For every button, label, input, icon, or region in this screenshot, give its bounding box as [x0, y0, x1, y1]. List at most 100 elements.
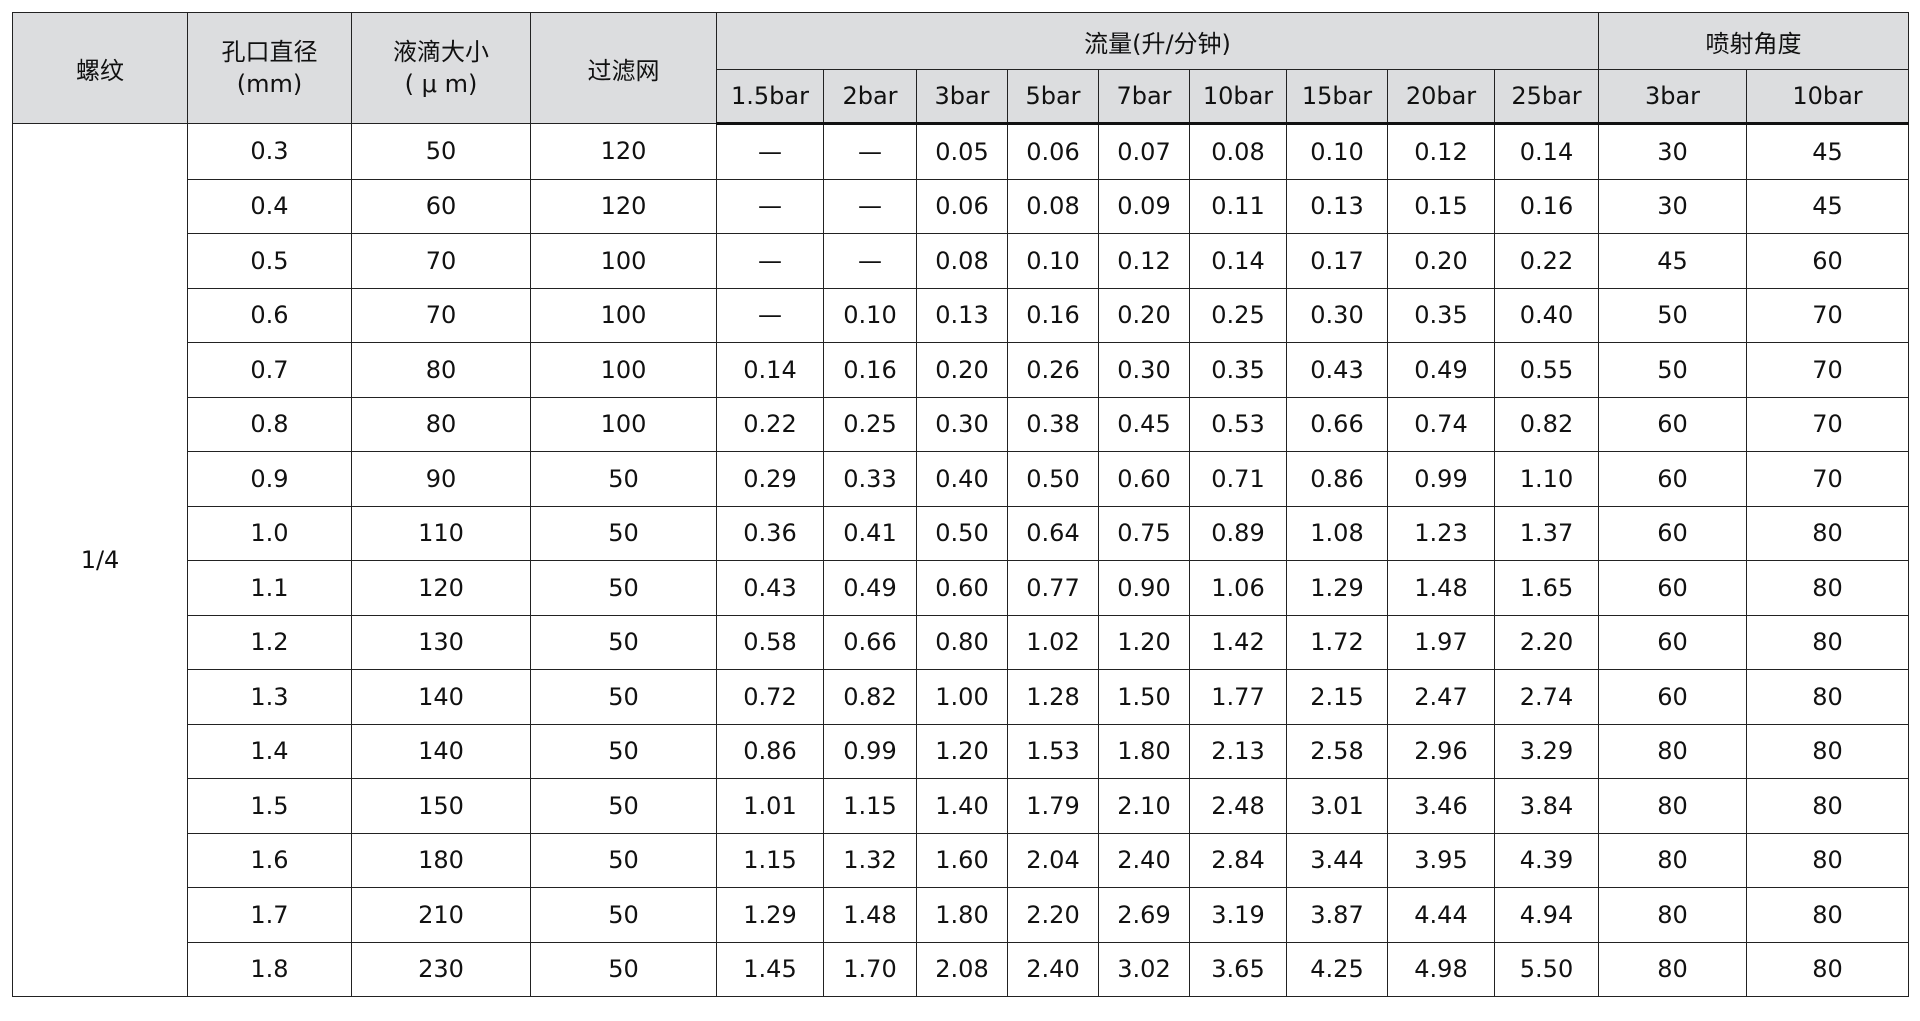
- table-cell: 1.45: [716, 941, 824, 997]
- table-cell: 3.01: [1286, 778, 1388, 834]
- table-cell: 0.20: [1387, 233, 1495, 289]
- table-cell: 80: [1598, 832, 1748, 888]
- table-cell: 0.89: [1189, 505, 1287, 561]
- table-cell: 5.50: [1493, 941, 1600, 997]
- header-flow-pressure: 3bar: [916, 69, 1008, 125]
- table-cell: 60: [1598, 505, 1748, 561]
- header-flow-pressure: 25bar: [1493, 69, 1600, 125]
- table-cell: 1.7: [187, 887, 352, 943]
- table-cell: 2.48: [1189, 778, 1287, 834]
- table-cell: 3.19: [1189, 887, 1287, 943]
- table-cell: 0.29: [716, 451, 824, 507]
- table-cell: 0.53: [1189, 396, 1287, 452]
- table-row: 1.7 210 50 1.29 1.48 1.80 2.20 2.69 3.19 3.87 4.44…: [13, 887, 1910, 943]
- table-cell: 1.01: [716, 778, 824, 834]
- table-cell: 0.3: [187, 123, 352, 180]
- table-cell: 0.12: [1098, 233, 1190, 289]
- table-cell: 130: [351, 614, 531, 670]
- table-cell: 30: [1598, 123, 1748, 180]
- table-cell: 0.10: [1007, 233, 1099, 289]
- table-cell: 80: [1598, 887, 1748, 943]
- table-cell: 0.15: [1387, 178, 1495, 234]
- table-cell: 0.41: [823, 505, 917, 561]
- table-cell: 0.16: [823, 342, 917, 398]
- table-cell: 0.43: [716, 560, 824, 616]
- table-cell: 2.04: [1007, 832, 1099, 888]
- table-cell: 80: [1598, 778, 1748, 834]
- table-row: 1.5 150 50 1.01 1.15 1.40 1.79 2.10 2.48 3.01 3.46…: [13, 778, 1910, 834]
- table-cell: 1.02: [1007, 614, 1099, 670]
- table-cell: 2.84: [1189, 832, 1287, 888]
- table-cell: 90: [351, 451, 531, 507]
- table-cell: 0.05: [916, 123, 1008, 180]
- table-row: 0.4 60 120— —0.06 0.08 0.09 0.11 0.13 0.15 0.16 30…: [13, 178, 1910, 234]
- table-cell: 4.44: [1387, 887, 1495, 943]
- table-cell: 3.87: [1286, 887, 1388, 943]
- table-cell: 1.5: [187, 778, 352, 834]
- table-row: 1.2 130 50 0.58 0.66 0.80 1.02 1.20 1.42 1.72 1.97…: [13, 614, 1910, 670]
- table-row: 1/4 0.3 50 120— —0.05 0.06 0.07 0.08 0.10 0.12 0.1…: [12, 123, 1910, 997]
- table-cell: 0.60: [1098, 451, 1190, 507]
- table-cell: 1.23: [1387, 505, 1495, 561]
- table-cell: 1.29: [716, 887, 824, 943]
- table-cell: 1.53: [1007, 723, 1099, 779]
- table-cell: 50: [1598, 342, 1748, 398]
- table-cell: 4.39: [1493, 832, 1600, 888]
- table-cell: 0.25: [1189, 287, 1287, 343]
- table-row: 0.8 80 100 0.22 0.25 0.30 0.38 0.45 0.53 0.66 0.74…: [13, 396, 1910, 452]
- table-cell: 70: [1746, 342, 1910, 398]
- table-cell: 1.29: [1286, 560, 1388, 616]
- table-cell: 1.60: [916, 832, 1008, 888]
- table-cell: 0.5: [187, 233, 352, 289]
- table-cell: 2.13: [1189, 723, 1287, 779]
- table-cell: 2.15: [1286, 669, 1388, 725]
- table-cell: 0.08: [916, 233, 1008, 289]
- table-cell: 1.77: [1189, 669, 1287, 725]
- header-angle: 喷射角度: [1598, 12, 1910, 70]
- table-cell: 0.11: [1189, 178, 1287, 234]
- table-cell: 180: [351, 832, 531, 888]
- table-cell: 0.75: [1098, 505, 1190, 561]
- table-cell: 120: [351, 560, 531, 616]
- table-cell: 0.06: [1007, 123, 1099, 180]
- table-cell: 0.8: [187, 396, 352, 452]
- table-cell: 0.22: [1493, 233, 1600, 289]
- table-row: 0.5 70 100— —0.08 0.10 0.12 0.14 0.17 0.20 0.22 45…: [13, 233, 1910, 289]
- table-cell: 70: [351, 233, 531, 289]
- table-cell: 3.29: [1493, 723, 1600, 779]
- table-cell: 50: [530, 560, 717, 616]
- header-thread: 螺纹: [12, 12, 188, 124]
- header-angle-pressure: 10bar: [1746, 69, 1910, 125]
- table-cell: 0.82: [1493, 396, 1600, 452]
- table-cell: 3.44: [1286, 832, 1388, 888]
- table-cell: 120: [530, 123, 717, 180]
- table-cell: 0.86: [1286, 451, 1388, 507]
- table-cell: 0.16: [1007, 287, 1099, 343]
- table-body: 1/4 0.3 50 120— —0.05 0.06 0.07 0.08 0.10 0.12 0.1…: [12, 123, 1910, 997]
- table-cell: 100: [530, 287, 717, 343]
- table-cell: 0.4: [187, 178, 352, 234]
- table-cell: 140: [351, 723, 531, 779]
- table-cell: 0.6: [187, 287, 352, 343]
- table-cell: 210: [351, 887, 531, 943]
- table-cell: —: [716, 178, 824, 234]
- table-cell: 120: [530, 178, 717, 234]
- table-cell: 1.06: [1189, 560, 1287, 616]
- table-cell: 1.50: [1098, 669, 1190, 725]
- table-cell: —: [716, 233, 824, 289]
- table-cell: 0.50: [916, 505, 1008, 561]
- table-row: 1.6 180 50 1.15 1.32 1.60 2.04 2.40 2.84 3.44 3.95…: [13, 832, 1910, 888]
- table-cell: 3.65: [1189, 941, 1287, 997]
- header-flow-pressure: 15bar: [1286, 69, 1388, 125]
- table-cell: 80: [351, 396, 531, 452]
- table-cell: 50: [530, 778, 717, 834]
- table-cell: 80: [1598, 941, 1748, 997]
- table-cell: 60: [1598, 560, 1748, 616]
- table-cell: 230: [351, 941, 531, 997]
- table-cell: 1.48: [823, 887, 917, 943]
- table-row: 1.3 140 50 0.72 0.82 1.00 1.28 1.50 1.77 2.15 2.47…: [13, 669, 1910, 725]
- table-cell: 0.06: [916, 178, 1008, 234]
- table-cell: 3.46: [1387, 778, 1495, 834]
- table-cell: 2.08: [916, 941, 1008, 997]
- table-cell: 0.09: [1098, 178, 1190, 234]
